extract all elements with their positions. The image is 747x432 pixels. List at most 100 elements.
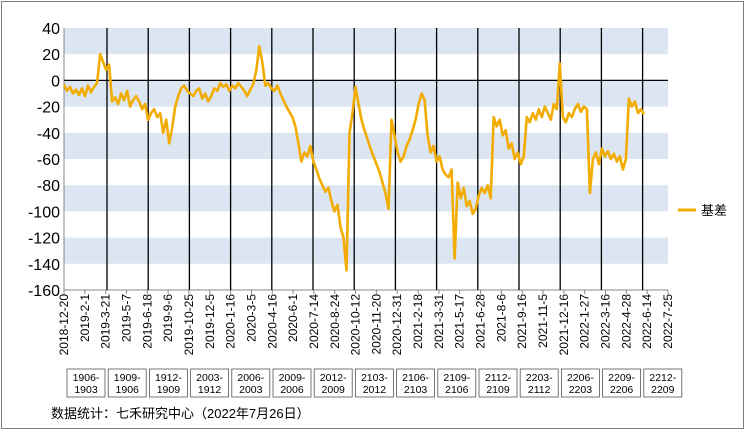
contract-label-top: 2112-2112-2109	[485, 372, 512, 384]
contract-label-top: 1909-1909-1906	[114, 372, 141, 384]
y-tick-label: 40	[42, 21, 60, 38]
y-axis: 40 20 0 -20 -40 -60 -80 -100 -120 -140 -160	[28, 21, 65, 300]
contract-label-bottom: 2106	[445, 384, 469, 396]
contract-label-box	[190, 368, 230, 398]
y-tick-label: -80	[37, 178, 60, 195]
x-tick-label: 2020-11-20	[369, 294, 383, 355]
x-tick-label: 2019-6-18	[140, 294, 154, 349]
x-tick-label: 2022-4-28	[619, 294, 633, 349]
contract-label-box	[478, 368, 518, 398]
y-tick-label: -60	[37, 152, 60, 169]
contract-label-box	[561, 368, 600, 398]
contract-label-bottom: 1909	[157, 384, 181, 396]
source-note: 数据统计：七禾研究中心（2022年7月26日）	[51, 406, 310, 421]
y-tick-label: -20	[37, 100, 60, 117]
grid-band	[64, 80, 668, 107]
contract-label-box	[396, 368, 436, 398]
x-tick-label: 2020-8-24	[328, 294, 342, 349]
y-tick-label: 0	[51, 73, 60, 90]
grid-bands	[64, 28, 668, 264]
contract-label-top: 2206-2206-2203	[567, 372, 594, 384]
x-tick-label: 2021-12-16	[557, 294, 571, 356]
contract-label-top: 2006-2006-2003	[237, 372, 264, 384]
contract-label-bottom: 2003	[239, 384, 263, 396]
x-tick-label: 2019-5-7	[119, 294, 133, 342]
x-tick-label: 2020-1-16	[224, 294, 238, 349]
x-tick-label: 2020-12-31	[390, 294, 404, 356]
legend-label: 基差	[701, 203, 727, 218]
contract-label-box	[272, 368, 312, 398]
x-tick-label: 2022-7-25	[661, 294, 675, 349]
contract-label-box	[231, 368, 271, 398]
x-tick-label: 2020-7-14	[307, 294, 321, 349]
y-tick-label: 20	[42, 47, 60, 64]
x-axis: 2018-12-20 2019-2-1 2019-3-21 2019-5-7 2019-…	[57, 290, 675, 355]
x-tick-label: 2020-10-12	[349, 294, 363, 356]
x-tick-label: 2022-3-16	[599, 294, 613, 349]
x-tick-label: 2019-10-25	[182, 294, 196, 356]
y-tick-label: -100	[28, 204, 60, 221]
grid-band	[64, 185, 668, 212]
contract-label-box	[148, 368, 188, 398]
contract-label-box	[643, 368, 683, 398]
x-tick-label: 2019-3-21	[99, 294, 113, 349]
x-tick-label: 2021-8-6	[494, 294, 508, 342]
x-tick-label: 2019-9-6	[161, 294, 175, 342]
x-tick-label: 2020-4-16	[265, 294, 279, 349]
contract-label-box	[313, 368, 353, 398]
contract-label-box	[354, 368, 394, 398]
x-tick-label: 2021-2-18	[411, 294, 425, 349]
contract-label-top: 2106-2106-2103	[402, 372, 429, 384]
legend: 基差	[678, 203, 727, 218]
contract-label-bottom: 2203	[569, 384, 593, 396]
contract-label-bottom: 2009	[322, 384, 346, 396]
x-tick-label: 2022-6-14	[640, 294, 654, 349]
contract-label-top: 1912-1912-1909	[155, 372, 182, 384]
contract-label-top: 2009-2009-2006	[279, 372, 306, 384]
x-tick-label: 2021-5-17	[453, 294, 467, 349]
x-tick-label: 2019-2-1	[78, 294, 92, 342]
grid-band	[64, 28, 668, 55]
contract-label-bottom: 2109	[486, 384, 510, 396]
contract-label-box	[66, 368, 106, 398]
contract-label-bottom: 2103	[404, 384, 428, 396]
x-tick-label: 2018-12-20	[57, 294, 71, 356]
contract-label-top: 2212-2212-2209	[649, 372, 676, 384]
y-tick-label: -40	[37, 126, 60, 143]
x-tick-label: 2021-6-28	[474, 294, 488, 349]
contract-label-top: 2203-2203-2112	[526, 372, 553, 384]
contract-label-top: 2003-2003-1912	[196, 372, 223, 384]
y-tick-label: -160	[28, 283, 60, 300]
contract-label-bottom: 2012	[363, 384, 387, 396]
x-tick-label: 2020-6-1	[286, 294, 300, 342]
x-tick-label: 2021-3-31	[432, 294, 446, 349]
contract-label-box	[602, 368, 641, 398]
contract-label-bottom: 2206	[610, 384, 634, 396]
contract-label-top: 2109-2109-2106	[443, 372, 470, 384]
x-tick-label: 2021-9-16	[515, 294, 529, 349]
x-tick-label: 2019-12-5	[203, 294, 217, 349]
y-tick-label: -140	[28, 257, 60, 274]
contract-label-top: 1906-1906-1903	[73, 372, 100, 384]
contract-label-bottom: 2112	[528, 384, 551, 396]
contract-label-bottom: 1906	[116, 384, 140, 396]
y-tick-label: -120	[28, 231, 60, 248]
x-tick-label: 2021-11-5	[536, 294, 550, 348]
contract-label-box	[437, 368, 477, 398]
x-tick-label: 2020-3-5	[244, 294, 258, 342]
contract-label-bottom: 2209	[651, 384, 675, 396]
grid-band	[64, 237, 668, 264]
contract-label-top: 2209-2209-2206	[608, 372, 635, 384]
contract-label-bottom: 1912	[198, 384, 222, 396]
contract-label-bottom: 1903	[74, 384, 98, 396]
series-line-basis	[62, 44, 646, 272]
contract-label-box	[107, 368, 147, 398]
contract-label-top: 2012-2012-2009	[320, 372, 347, 384]
contract-label-top: 2103-2103-2012	[361, 372, 388, 384]
contract-label-box	[519, 368, 559, 398]
contract-markers: 1906-1906-19031903 1909-1909-19061906 1912…	[66, 28, 683, 398]
x-tick-label: 2022-1-27	[578, 294, 592, 349]
contract-label-bottom: 2006	[280, 384, 304, 396]
